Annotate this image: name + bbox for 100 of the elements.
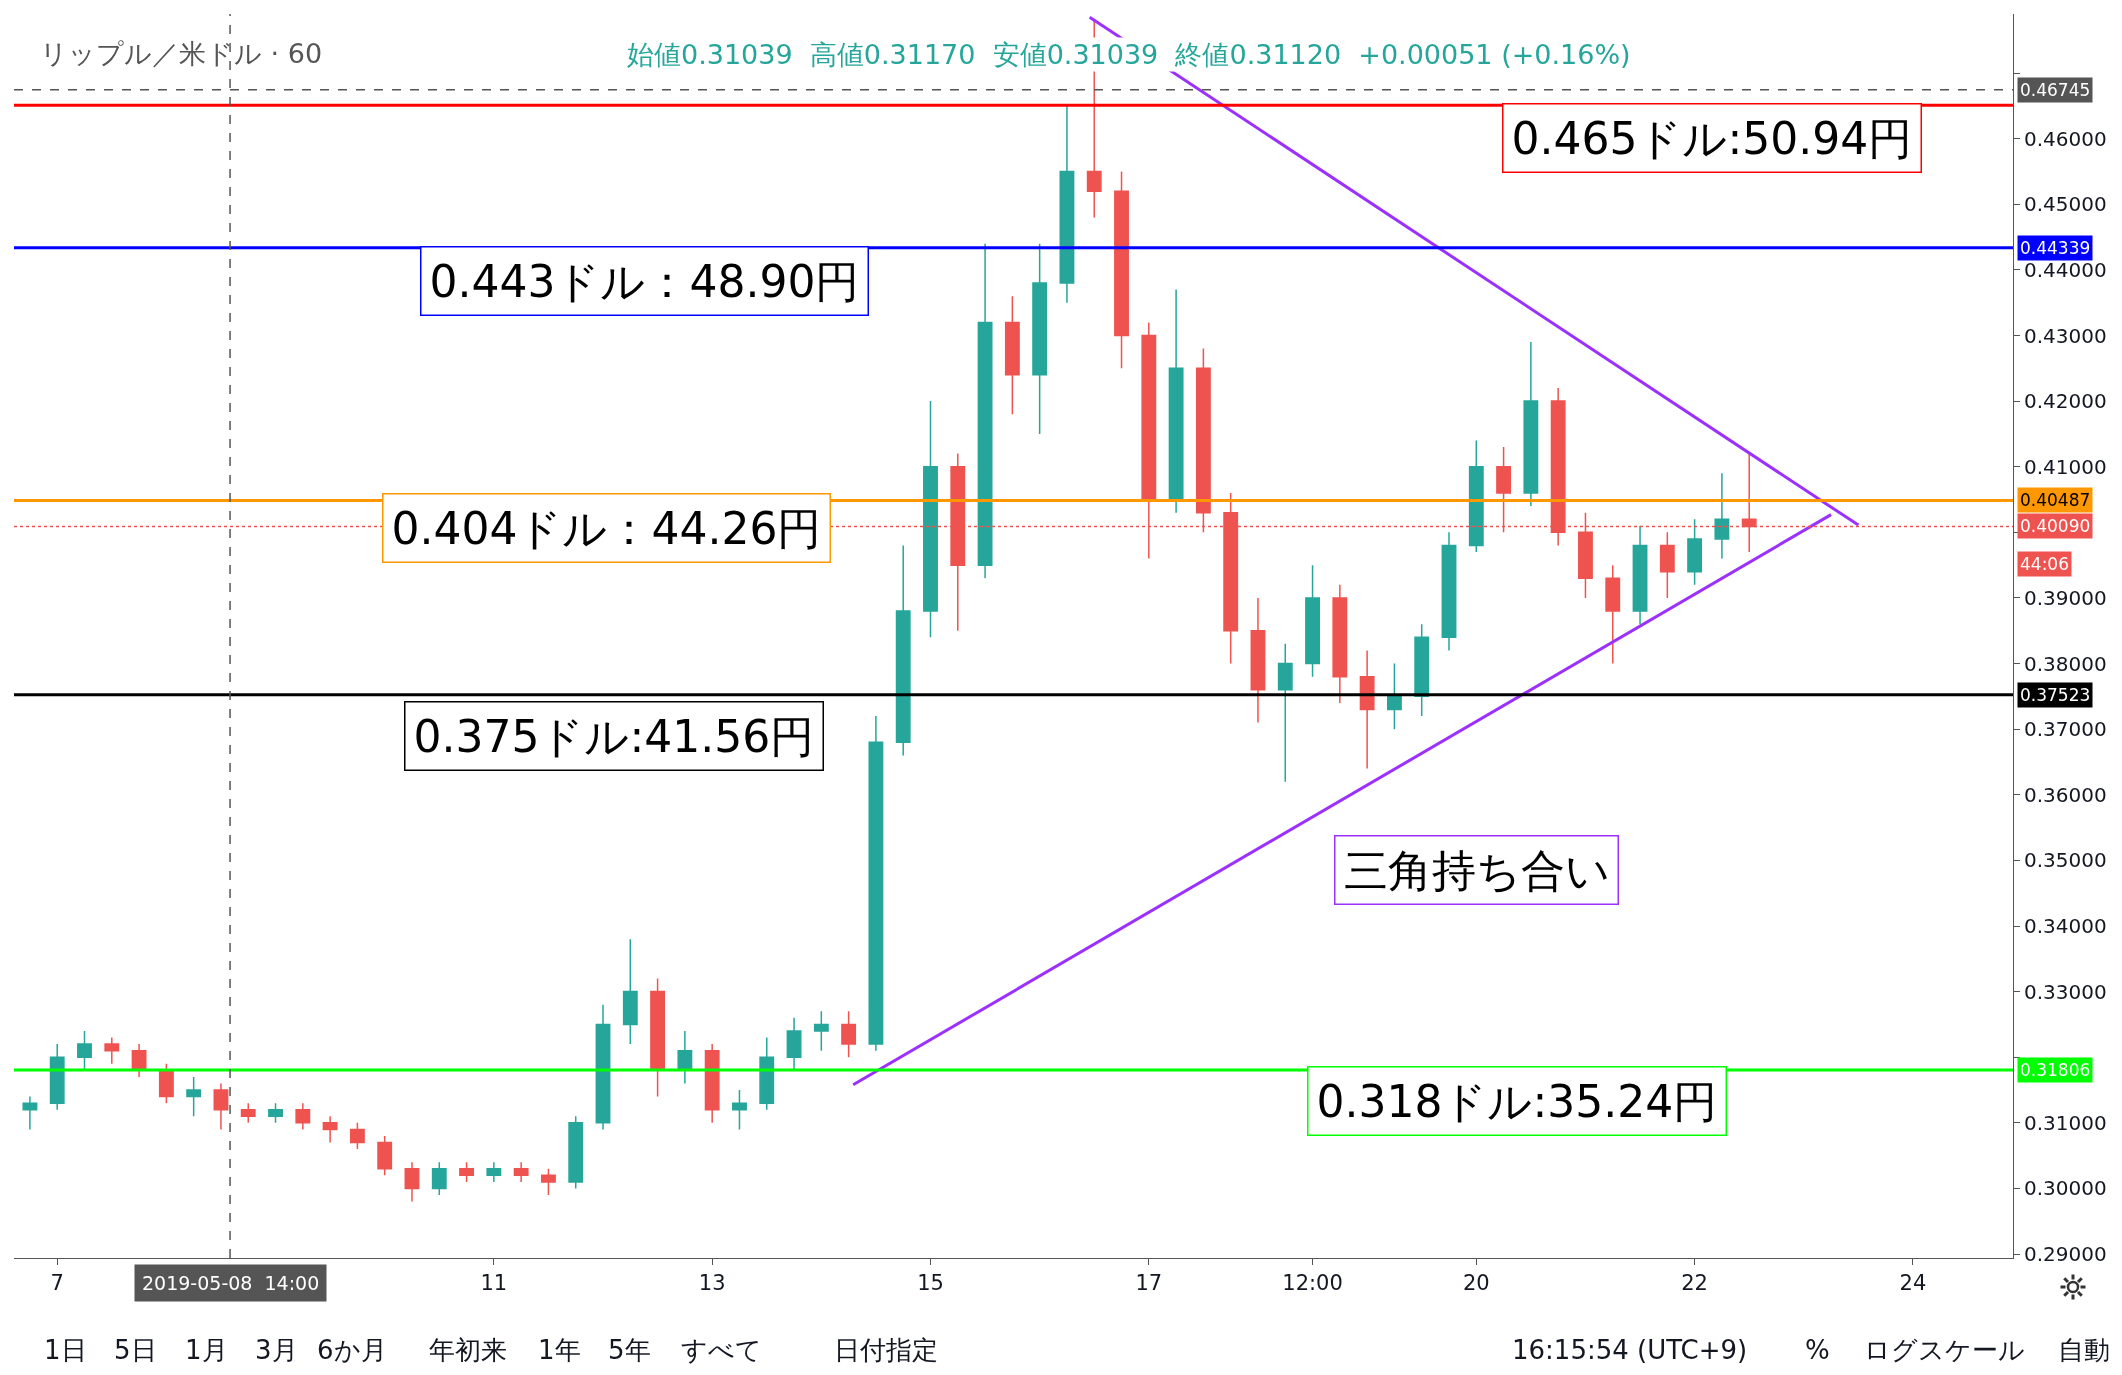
candlestick [349, 1122, 365, 1150]
candlestick [22, 1095, 38, 1131]
annotation: 0.375ドル:41.56円 [413, 710, 815, 762]
annotation: 0.404ドル：44.26円 [391, 502, 822, 554]
x-tick-label: 12:00 [1282, 1271, 1343, 1296]
y-tick-label: 0.34000 [2024, 914, 2107, 938]
y-tick-label: 0.43000 [2024, 323, 2107, 348]
x-tick-label: 15 [917, 1271, 944, 1296]
candlestick [1632, 525, 1648, 625]
text: 44:06 [2020, 554, 2069, 574]
candlestick [486, 1161, 502, 1183]
candlestick [268, 1102, 283, 1124]
text: 日付指定 [834, 1335, 938, 1365]
x-tick-label: 13 [698, 1271, 726, 1296]
candlestick [295, 1102, 311, 1131]
candlestick [868, 715, 884, 1052]
candlestick [1605, 564, 1621, 665]
text: 1月 [185, 1335, 228, 1365]
candlestick [1032, 242, 1048, 435]
candlestick [841, 1010, 857, 1058]
ref-line-label: 0.40487 [2020, 490, 2091, 510]
y-tick-label: 0.29000 [2024, 1242, 2107, 1267]
candlestick [732, 1089, 747, 1131]
candlestick [240, 1102, 256, 1124]
annotation: 0.465ドル:50.94円 [1511, 112, 1913, 164]
x-tick-label: 17 [1135, 1271, 1163, 1296]
text: 6か月 [317, 1335, 387, 1365]
candlestick [1114, 170, 1129, 370]
candlestick [513, 1161, 529, 1183]
text: 年初来 [429, 1335, 507, 1365]
candlestick [459, 1161, 474, 1183]
text: 16:15:54 (UTC+9) [1512, 1335, 1748, 1365]
candlestick [1659, 531, 1675, 599]
y-tick-label: 0.42000 [2024, 389, 2107, 414]
y-tick-label: 0.31000 [2024, 1110, 2107, 1135]
text: 自動 [2058, 1335, 2110, 1365]
text: 1年 [538, 1335, 581, 1365]
y-tick-label: 0.37000 [2024, 717, 2107, 742]
y-tick-label: 0.46000 [2024, 126, 2107, 151]
x-tick-label: 7 [50, 1271, 64, 1296]
x-tick-label: 11 [480, 1271, 508, 1296]
candlestick [595, 1003, 611, 1131]
text: リップル／米ドル · 60 [40, 38, 323, 70]
candlestick [568, 1115, 584, 1190]
ref-line-label: 0.31806 [2020, 1060, 2091, 1080]
y-tick-label: 0.33000 [2024, 979, 2107, 1004]
y-tick-label: 0.44000 [2024, 257, 2107, 282]
candlestick [1168, 288, 1184, 514]
candlestick [322, 1115, 338, 1144]
candlestick [1441, 531, 1457, 652]
ref-line-label: 0.46745 [2020, 80, 2091, 100]
candlestick [186, 1076, 202, 1118]
candlestick [377, 1135, 393, 1177]
candlestick [104, 1036, 120, 1065]
candlestick [404, 1161, 420, 1203]
ref-line-label: 0.40090 [2020, 516, 2091, 536]
y-tick-label: 0.30000 [2024, 1176, 2107, 1201]
y-tick-label: 0.41000 [2024, 454, 2107, 479]
candlestick [895, 544, 911, 757]
text: 3月 [255, 1335, 298, 1365]
text: すべて [681, 1335, 762, 1365]
candlestick [923, 400, 938, 639]
x-tick-label: 22 [1681, 1271, 1708, 1296]
candlestick [158, 1063, 174, 1104]
candlestick [1687, 518, 1703, 586]
candlestick [977, 242, 993, 580]
text: % [1805, 1335, 1830, 1365]
candlestick [213, 1082, 229, 1131]
x-tick-label: 20 [1462, 1271, 1490, 1296]
candlestick [650, 977, 666, 1098]
annotation: 三角持ち合い [1343, 844, 1610, 896]
y-tick-label: 0.38000 [2024, 651, 2107, 676]
candlestick [813, 1010, 829, 1052]
ref-line-label: 0.44339 [2020, 238, 2091, 258]
text: 5日 [114, 1335, 157, 1365]
text: 5年 [608, 1335, 651, 1365]
candlestick [1332, 584, 1348, 704]
candlestick [1004, 295, 1020, 415]
candlestick [759, 1036, 775, 1111]
candlestick [622, 938, 638, 1045]
candlestick [1386, 662, 1402, 730]
candlestick [1714, 472, 1730, 560]
ref-line-label: 0.37523 [2020, 685, 2091, 705]
y-tick-label: 0.39000 [2024, 585, 2107, 610]
candlestick [1414, 623, 1430, 717]
candlestick [1359, 649, 1375, 770]
candlestick [49, 1043, 65, 1111]
x-tick-label: 24 [1899, 1271, 1927, 1296]
candlestick [677, 1030, 693, 1085]
ref-line-label: 2019-05-08 14:00 [142, 1272, 320, 1294]
candlestick [1250, 597, 1266, 724]
y-tick-label: 0.36000 [2024, 782, 2107, 807]
annotation: 0.318ドル:35.24円 [1316, 1075, 1718, 1127]
candlestick [1059, 105, 1075, 304]
candlestick [431, 1161, 447, 1196]
y-tick-label: 0.45000 [2024, 192, 2107, 217]
candlestick [541, 1168, 556, 1196]
y-tick-label: 0.35000 [2024, 848, 2107, 873]
text: ログスケール [1864, 1335, 2025, 1365]
candlestick [1523, 341, 1539, 507]
